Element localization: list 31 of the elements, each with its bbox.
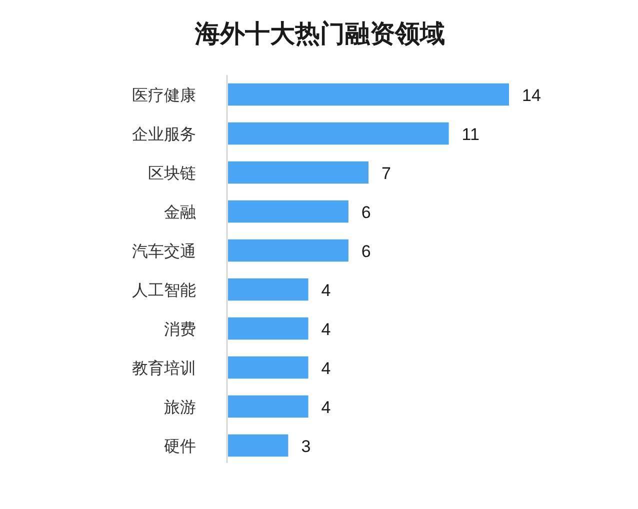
y-tick-label: 汽车交通	[132, 242, 196, 260]
bar	[228, 317, 308, 340]
bar	[228, 278, 308, 301]
chart-title: 海外十大热门融资领域	[194, 20, 445, 48]
y-tick-label: 人工智能	[132, 282, 196, 300]
data-label: 4	[321, 359, 331, 378]
data-label: 3	[301, 437, 311, 456]
bar	[228, 161, 368, 184]
y-tick-label: 区块链	[148, 164, 196, 182]
data-label: 7	[382, 164, 391, 183]
data-label: 4	[321, 398, 331, 417]
data-label: 4	[321, 320, 331, 339]
bar	[228, 200, 348, 223]
data-label: 4	[321, 281, 331, 300]
bar	[228, 239, 348, 262]
bar	[228, 356, 308, 379]
data-label: 11	[462, 125, 480, 144]
y-tick-label: 医疗健康	[132, 86, 196, 104]
bar	[228, 83, 509, 106]
y-tick-label: 硬件	[164, 438, 196, 456]
y-tick-label: 旅游	[164, 398, 196, 416]
y-tick-label: 企业服务	[132, 126, 196, 144]
bar	[228, 434, 288, 457]
data-label: 6	[361, 242, 371, 261]
y-tick-label: 消费	[164, 320, 196, 338]
bar	[228, 395, 308, 418]
data-label: 14	[522, 86, 541, 105]
y-tick-label: 教育培训	[132, 360, 196, 378]
data-label: 6	[361, 203, 371, 222]
bar	[228, 122, 449, 145]
y-tick-label: 金融	[164, 204, 196, 222]
